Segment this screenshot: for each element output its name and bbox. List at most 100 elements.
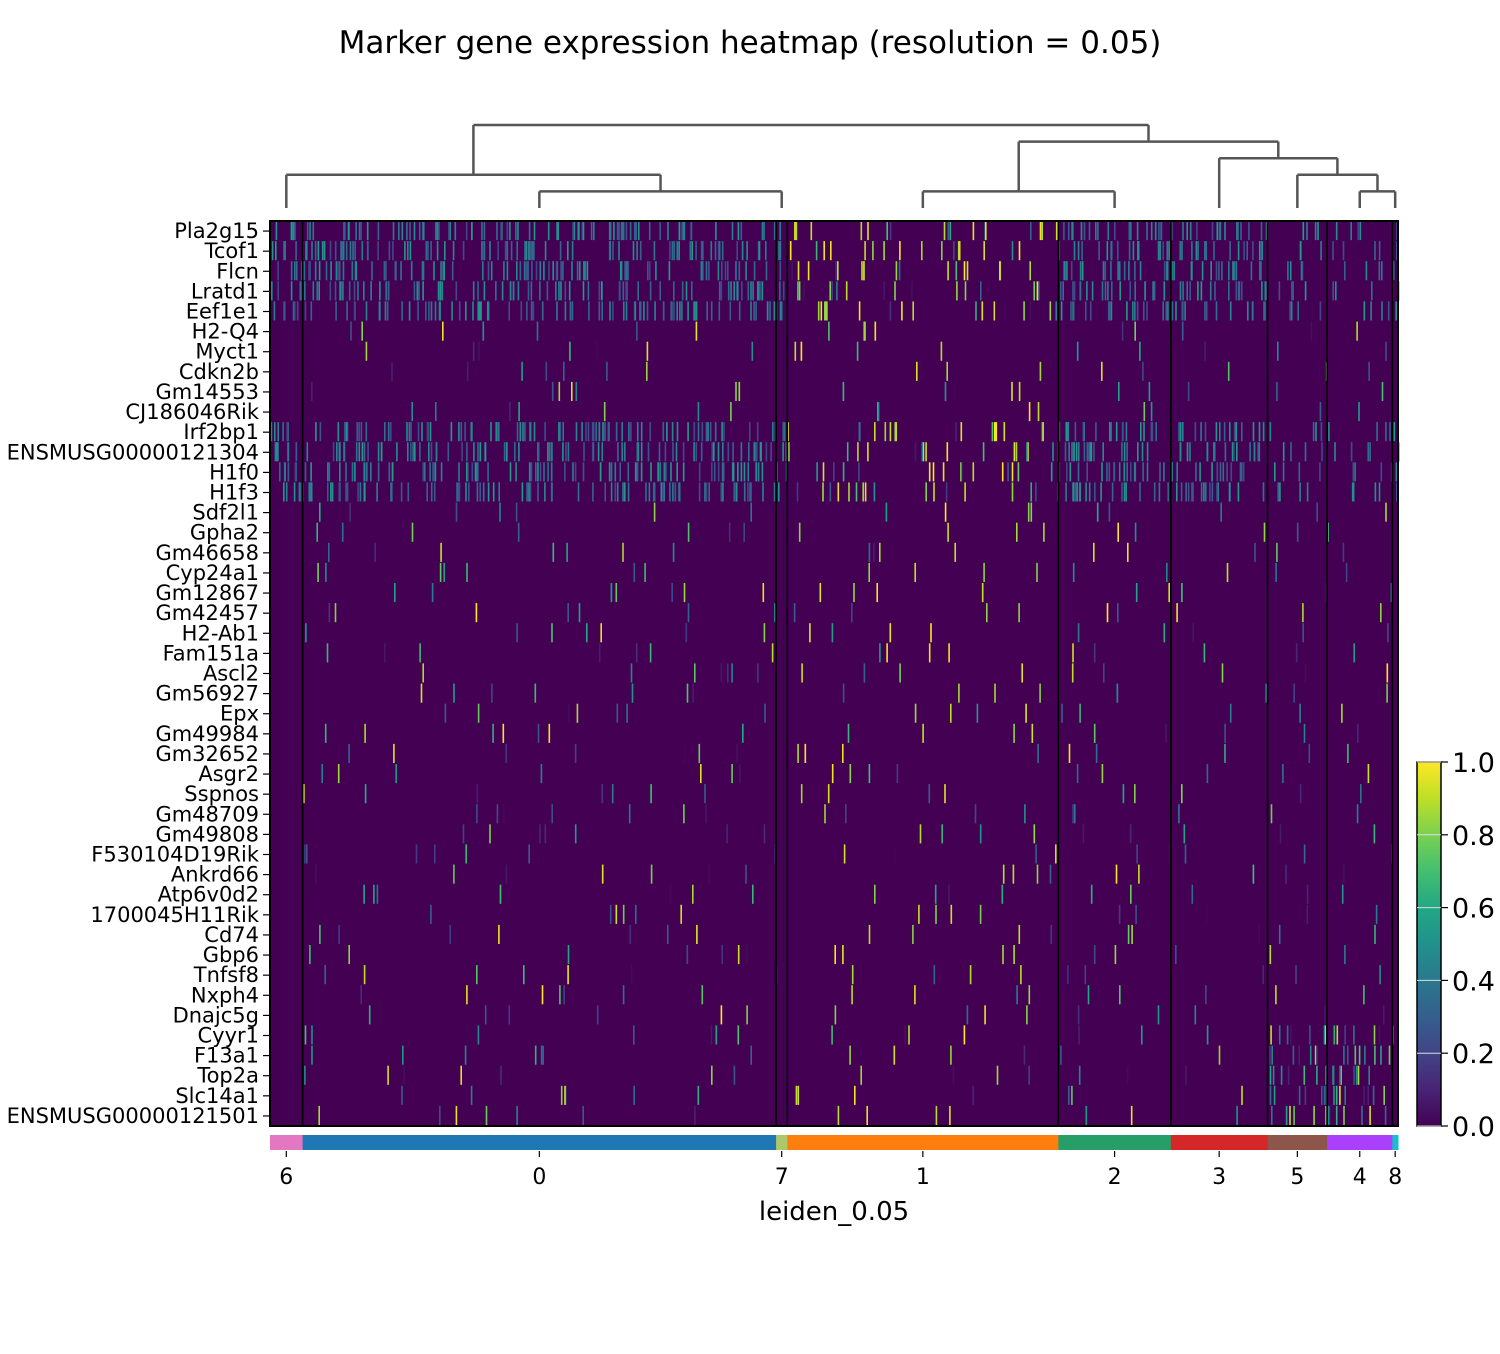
expression-cell — [432, 462, 435, 482]
expression-cell — [853, 583, 855, 603]
expression-cell — [1017, 462, 1020, 482]
expression-cell — [577, 482, 580, 502]
expression-cell — [829, 482, 832, 502]
expression-cell — [300, 261, 303, 281]
expression-cell — [1003, 422, 1006, 442]
group-bar-segment — [776, 1135, 788, 1150]
expression-cell — [502, 723, 505, 743]
expression-cell — [560, 1085, 563, 1105]
expression-cell — [669, 884, 672, 904]
expression-cell — [431, 583, 434, 603]
expression-cell — [1130, 462, 1132, 482]
expression-cell — [438, 221, 440, 241]
expression-cell — [1352, 462, 1355, 482]
expression-cell — [983, 241, 985, 261]
group-label: 5 — [1290, 1165, 1304, 1190]
expression-cell — [332, 442, 335, 462]
expression-cell — [960, 422, 963, 442]
expression-cell — [365, 422, 368, 442]
gene-label: Myct1 — [195, 340, 259, 364]
expression-cell — [1262, 422, 1265, 442]
expression-cell — [1317, 221, 1319, 241]
expression-cell — [585, 422, 587, 442]
expression-cell — [340, 241, 342, 261]
expression-cell — [1243, 241, 1245, 261]
expression-cell — [458, 482, 460, 502]
expression-cell — [1129, 281, 1131, 301]
expression-cell — [477, 703, 480, 723]
expression-cell — [442, 321, 444, 341]
expression-cell — [1361, 1105, 1363, 1125]
expression-cell — [728, 522, 731, 542]
expression-cell — [277, 442, 279, 462]
expression-cell — [1375, 904, 1378, 924]
expression-cell — [443, 261, 445, 281]
expression-cell — [1128, 241, 1131, 261]
expression-cell — [496, 804, 499, 824]
expression-cell — [1123, 442, 1126, 462]
expression-cell — [336, 442, 338, 462]
expression-cell — [295, 241, 297, 261]
expression-cell — [982, 442, 985, 462]
expression-cell — [304, 1065, 306, 1085]
expression-cell — [1356, 804, 1359, 824]
expression-cell — [1011, 381, 1013, 401]
expression-cell — [524, 261, 527, 281]
expression-cell — [1334, 442, 1336, 462]
expression-cell — [1159, 241, 1161, 261]
group-label: 3 — [1212, 1165, 1226, 1190]
expression-cell — [1358, 1045, 1361, 1065]
expression-cell — [1217, 482, 1219, 502]
expression-cell — [1206, 442, 1209, 462]
expression-cell — [517, 221, 519, 241]
expression-cell — [353, 301, 356, 321]
expression-cell — [996, 1065, 999, 1085]
expression-cell — [955, 422, 957, 442]
expression-cell — [694, 663, 696, 683]
expression-cell — [729, 301, 732, 321]
expression-cell — [601, 784, 604, 804]
expression-cell — [1127, 924, 1130, 944]
expression-cell — [379, 281, 381, 301]
expression-cell — [757, 241, 760, 261]
expression-cell — [1336, 1025, 1339, 1045]
expression-cell — [981, 583, 984, 603]
expression-cell — [1093, 542, 1095, 562]
expression-cell — [933, 482, 935, 502]
expression-cell — [1001, 462, 1004, 482]
expression-cell — [290, 281, 293, 301]
expression-cell — [535, 462, 537, 482]
expression-cell — [1327, 1105, 1330, 1125]
expression-cell — [1289, 1105, 1291, 1125]
expression-cell — [1076, 341, 1079, 361]
expression-cell — [290, 261, 293, 281]
expression-cell — [484, 1005, 487, 1025]
expression-cell — [1155, 422, 1157, 442]
expression-cell — [856, 341, 859, 361]
expression-cell — [843, 844, 846, 864]
expression-cell — [1102, 442, 1104, 462]
group-bar-segment — [302, 1135, 777, 1150]
expression-cell — [638, 221, 640, 241]
expression-cell — [876, 583, 878, 603]
expression-cell — [1128, 261, 1130, 281]
expression-cell — [1233, 422, 1236, 442]
expression-cell — [946, 442, 949, 462]
expression-cell — [724, 1005, 726, 1025]
expression-cell — [1118, 261, 1121, 281]
expression-cell — [750, 281, 752, 301]
expression-cell — [1393, 261, 1395, 281]
expression-cell — [669, 482, 671, 502]
expression-cell — [722, 442, 724, 462]
expression-cell — [294, 462, 297, 482]
expression-cell — [800, 784, 803, 804]
expression-cell — [345, 482, 347, 502]
expression-cell — [1134, 261, 1136, 281]
expression-cell — [462, 241, 465, 261]
expression-cell — [1113, 462, 1116, 482]
expression-cell — [500, 1065, 502, 1085]
expression-cell — [385, 281, 388, 301]
expression-cell — [1386, 683, 1388, 703]
expression-cell — [315, 422, 317, 442]
expression-cell — [319, 924, 321, 944]
